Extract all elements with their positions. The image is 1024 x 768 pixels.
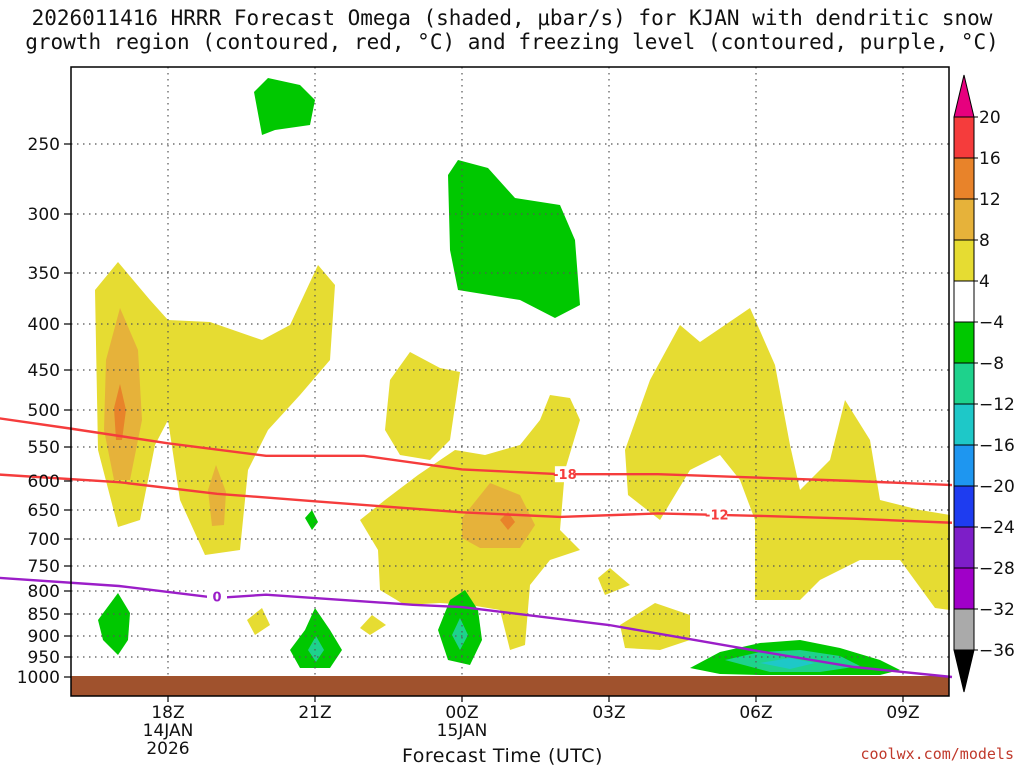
y-tick-label: 600 bbox=[28, 472, 60, 492]
contour-label-dendritic-minus18: -18 bbox=[553, 468, 577, 483]
y-tick-label: 950 bbox=[28, 648, 60, 668]
omega-region-yellow-5 bbox=[620, 603, 690, 650]
colorbar-label: −12 bbox=[979, 395, 1015, 415]
colorbar: 20 16 12 8 4 −4 −8 −12 −16 −20 −24 −28 −32 −36 bbox=[953, 74, 1015, 693]
omega-region-orange-12 bbox=[114, 384, 126, 440]
contours: -12 -18 0 bbox=[0, 417, 953, 679]
colorbar-top-triangle bbox=[953, 74, 975, 118]
title-line-2: growth region (contoured, red, °C) and f… bbox=[25, 30, 999, 54]
omega-region-yellow-4 bbox=[625, 308, 950, 610]
colorbar-label: −36 bbox=[979, 641, 1015, 661]
y-tick-label: 400 bbox=[28, 315, 60, 335]
colorbar-label: −32 bbox=[979, 600, 1015, 620]
omega-region-cyan-1 bbox=[760, 658, 815, 669]
colorbar-label: 8 bbox=[979, 231, 990, 251]
y-tick-label: 700 bbox=[28, 530, 60, 550]
omega-shading bbox=[95, 78, 950, 675]
y-tick-label: 300 bbox=[28, 205, 60, 225]
contour-label-bg bbox=[554, 466, 575, 483]
colorbar-swatch bbox=[953, 485, 975, 528]
contour-line-freezing-level-0 bbox=[0, 576, 953, 679]
x-axis-label: Forecast Time (UTC) bbox=[402, 745, 603, 767]
title-line-1: 2026011416 HRRR Forecast Omega (shaded, … bbox=[31, 6, 993, 30]
colorbar-swatch bbox=[953, 157, 975, 200]
contour-label-bg bbox=[207, 588, 227, 605]
x-tick-label: 00Z bbox=[445, 703, 478, 723]
chart-title: 2026011416 HRRR Forecast Omega (shaded, … bbox=[0, 6, 1024, 54]
omega-region-yellow-2 bbox=[385, 352, 460, 460]
colorbar-label: 12 bbox=[979, 190, 1001, 210]
x-tick-date: 14JAN bbox=[143, 721, 194, 741]
omega-region-yellow-7 bbox=[247, 608, 270, 635]
omega-region-teal-1 bbox=[308, 636, 324, 662]
colorbar-swatch bbox=[953, 239, 975, 282]
contour-line-dendritic-minus18 bbox=[0, 417, 953, 487]
colorbar-swatch bbox=[953, 198, 975, 241]
colorbar-swatch bbox=[953, 526, 975, 569]
colorbar-label: −8 bbox=[979, 354, 1004, 374]
x-tick-year: 2026 bbox=[146, 739, 189, 759]
y-tick-label: 750 bbox=[28, 557, 60, 577]
colorbar-swatch bbox=[953, 321, 975, 364]
colorbar-swatch bbox=[953, 362, 975, 405]
colorbar-label: 16 bbox=[979, 149, 1001, 169]
x-tick-label: 06Z bbox=[739, 703, 772, 723]
colorbar-swatch bbox=[953, 608, 975, 651]
omega-region-orange-8b bbox=[208, 465, 226, 526]
y-tick-label: 250 bbox=[28, 135, 60, 155]
contour-line-dendritic-minus12 bbox=[0, 473, 953, 524]
colorbar-label: −28 bbox=[979, 559, 1015, 579]
omega-region-yellow-1 bbox=[95, 262, 335, 555]
colorbar-swatch bbox=[953, 403, 975, 446]
y-tick-label: 350 bbox=[28, 264, 60, 284]
colorbar-swatch bbox=[953, 567, 975, 610]
y-tick-label: 900 bbox=[28, 627, 60, 647]
omega-region-green-3 bbox=[98, 593, 130, 655]
plot-frame bbox=[70, 66, 950, 697]
colorbar-bottom-triangle bbox=[953, 649, 975, 693]
x-tick-date: 15JAN bbox=[437, 721, 488, 741]
colorbar-label: −24 bbox=[979, 518, 1015, 538]
colorbar-label: 4 bbox=[979, 272, 990, 292]
colorbar-swatch bbox=[953, 280, 975, 323]
colorbar-label: −20 bbox=[979, 477, 1015, 497]
colorbar-label: −4 bbox=[979, 313, 1004, 333]
omega-region-green-1 bbox=[254, 78, 315, 135]
omega-region-yellow-8 bbox=[360, 615, 386, 635]
y-tick-label: 550 bbox=[28, 438, 60, 458]
grid bbox=[71, 67, 949, 696]
y-tick-label: 850 bbox=[28, 605, 60, 625]
ground-surface bbox=[71, 676, 949, 696]
y-axis: 2503003504004505005506006507007508008509… bbox=[17, 135, 71, 688]
y-tick-label: 500 bbox=[28, 401, 60, 421]
colorbar-swatch bbox=[953, 116, 975, 159]
omega-region-yellow-6 bbox=[598, 568, 630, 595]
contour-label-bg bbox=[706, 506, 727, 523]
omega-region-green-2 bbox=[448, 160, 580, 318]
x-tick-label: 09Z bbox=[886, 703, 919, 723]
y-tick-label: 450 bbox=[28, 361, 60, 381]
x-tick-label: 21Z bbox=[298, 703, 331, 723]
colorbar-swatch bbox=[953, 444, 975, 487]
omega-region-orange-8c bbox=[462, 483, 535, 548]
contour-label-freezing-level-0: 0 bbox=[212, 591, 221, 606]
x-tick-label: 18Z bbox=[151, 703, 184, 723]
y-tick-label: 800 bbox=[28, 582, 60, 602]
contour-label-dendritic-minus12: -12 bbox=[705, 509, 729, 524]
credit-link[interactable]: coolwx.com/models bbox=[860, 745, 1014, 763]
colorbar-label: 20 bbox=[979, 108, 1001, 128]
omega-region-orange-12b bbox=[500, 512, 515, 530]
y-tick-label: 650 bbox=[28, 501, 60, 521]
x-tick-label: 03Z bbox=[592, 703, 625, 723]
omega-region-teal-2 bbox=[452, 618, 468, 650]
omega-region-green-4 bbox=[305, 510, 318, 530]
colorbar-label: −16 bbox=[979, 436, 1015, 456]
y-tick-label: 1000 bbox=[17, 668, 60, 688]
